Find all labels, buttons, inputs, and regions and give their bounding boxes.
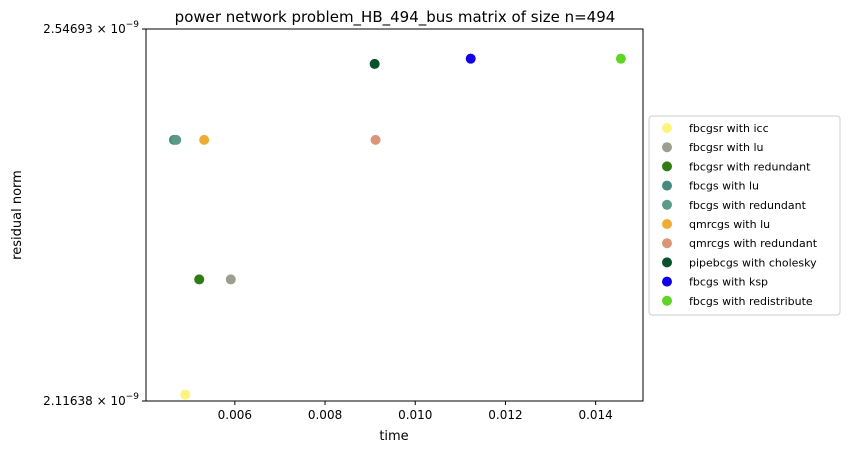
legend-items: fbcgsr with icc fbcgsr with lu fbcgsr with… — [662, 122, 818, 308]
legend-label: qmrcgs with redundant — [689, 237, 818, 250]
x-tick-label: 0.012 — [488, 408, 522, 422]
legend-label: fbcgs with redundant — [689, 199, 807, 212]
legend-marker — [662, 199, 672, 210]
legend-marker — [662, 257, 672, 268]
legend-marker — [662, 142, 672, 153]
x-tick-label: 0.008 — [308, 408, 342, 422]
legend: fbcgsr with icc fbcgsr with lu fbcgsr with… — [648, 115, 841, 316]
legend-marker — [662, 161, 672, 172]
legend-marker — [662, 219, 672, 229]
legend-label: fbcgsr with icc — [689, 122, 769, 135]
legend-marker — [662, 238, 672, 249]
data-point — [465, 53, 476, 64]
data-point — [171, 134, 182, 145]
legend-label: fbcgs with ksp — [689, 276, 768, 289]
data-point — [225, 274, 236, 285]
data-point — [370, 134, 381, 145]
y-tick-label: 2.54693 × 10−9 — [43, 20, 139, 36]
legend-marker — [662, 123, 672, 133]
legend-label: qmrcgs with lu — [689, 218, 770, 231]
data-point — [199, 134, 210, 145]
legend-label: fbcgs with lu — [689, 180, 759, 193]
y-axis-ticks: 2.54693 × 10−9 2.11638 × 10−9 — [43, 20, 146, 408]
data-point — [180, 389, 191, 400]
x-tick-label: 0.006 — [218, 408, 252, 422]
x-axis-label: time — [379, 429, 408, 444]
scatter-points — [168, 53, 626, 400]
data-point — [369, 58, 380, 69]
plot-area — [145, 28, 644, 402]
y-axis-label: residual norm — [10, 170, 25, 260]
x-tick-label: 0.014 — [578, 408, 612, 422]
data-point — [615, 53, 626, 64]
legend-frame — [648, 115, 841, 316]
legend-marker — [662, 295, 672, 306]
legend-label: pipebcgs with cholesky — [689, 256, 817, 269]
data-point — [194, 274, 205, 285]
legend-marker — [662, 276, 672, 287]
chart-title: power network problem_HB_494_bus matrix … — [175, 8, 616, 27]
y-tick-label: 2.11638 × 10−9 — [43, 392, 139, 408]
legend-label: fbcgs with redistribute — [689, 295, 813, 308]
legend-label: fbcgsr with lu — [689, 141, 764, 154]
x-tick-label: 0.010 — [398, 408, 432, 422]
legend-label: fbcgsr with redundant — [689, 160, 811, 173]
x-axis-ticks: 0.006 0.008 0.010 0.012 0.014 — [218, 401, 613, 422]
legend-marker — [662, 180, 672, 191]
